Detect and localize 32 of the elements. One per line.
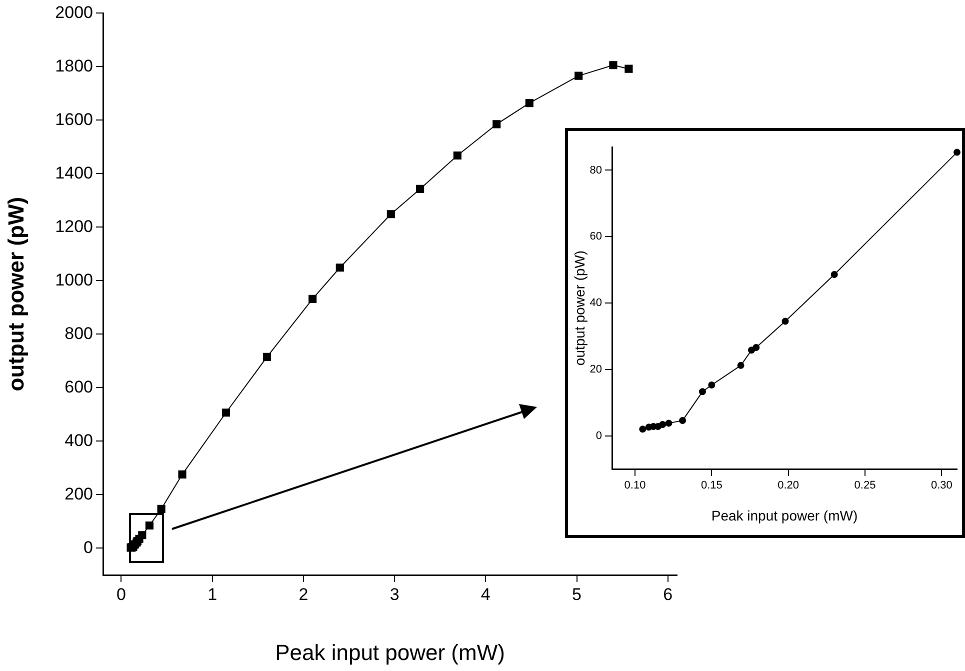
y-tick-label: 1600 [55, 110, 93, 129]
x-tick-label: 4 [480, 584, 490, 604]
y-tick-label: 800 [64, 324, 93, 343]
y-tick-label: 400 [64, 430, 93, 450]
y-tick-label: 1200 [55, 216, 93, 236]
x-tick-label: 3 [390, 584, 400, 604]
y-tick-label: 1800 [55, 56, 93, 76]
y-tick-label: 1000 [55, 270, 93, 290]
y-tick-label: 2000 [55, 2, 93, 22]
x-tick-label: 0 [116, 584, 126, 604]
x-tick-label: 0.25 [854, 480, 876, 492]
y-tick-label: 40 [590, 297, 602, 310]
x-tick-label: 0.15 [700, 480, 722, 492]
x-tick-label: 5 [572, 584, 582, 604]
y-axis-title: output power (pW) [571, 250, 588, 366]
y-tick-label: 60 [590, 230, 602, 243]
y-tick-label: 0 [596, 430, 602, 442]
x-tick-label: 2 [298, 584, 308, 604]
x-tick-label: 0.20 [778, 480, 800, 492]
y-tick-label: 600 [64, 377, 93, 396]
y-tick-label: 0 [84, 538, 93, 557]
x-axis-title: Peak input power (mW) [275, 640, 505, 665]
x-tick-label: 6 [663, 584, 673, 604]
y-tick-label: 20 [590, 363, 602, 376]
y-tick-label: 1400 [55, 163, 93, 182]
x-tick-label: 1 [208, 584, 218, 604]
x-axis-title: Peak input power (mW) [711, 507, 858, 524]
y-axis-title: output power (pW) [3, 196, 28, 392]
y-tick-label: 200 [64, 484, 93, 504]
y-tick-label: 80 [590, 164, 602, 176]
x-tick-label: 0.10 [624, 480, 646, 492]
x-tick-label: 0.30 [930, 480, 952, 492]
